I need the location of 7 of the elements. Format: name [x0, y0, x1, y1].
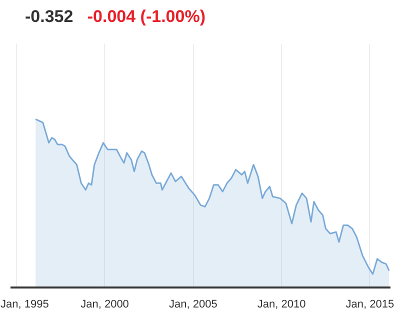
- chart-subtitle: -0.004 (-1.00%): [87, 7, 206, 26]
- x-tick-label: Jan, 2015: [346, 298, 394, 310]
- x-tick-label: Jan, 2010: [257, 298, 306, 310]
- x-tick-label: Jan, 2005: [169, 298, 218, 310]
- x-tick-label: Jan, 2000: [80, 298, 129, 310]
- x-tick-label: Jan, 1995: [0, 298, 49, 310]
- chart-title: -0.352: [25, 7, 74, 26]
